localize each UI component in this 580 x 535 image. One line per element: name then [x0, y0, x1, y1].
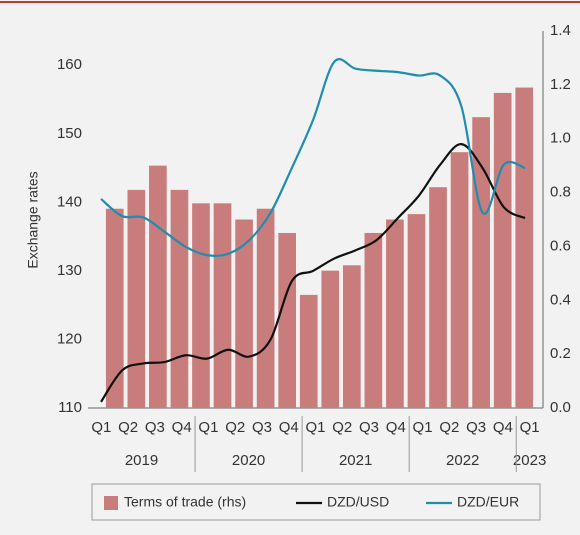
legend-label: Terms of trade (rhs): [124, 494, 246, 510]
x-tick-label: Q2: [225, 419, 245, 436]
x-tick-label: Q2: [332, 419, 352, 436]
x-tick-label: Q4: [386, 419, 406, 436]
line: [100, 58, 526, 257]
x-tick-label: Q1: [520, 419, 540, 436]
y-tick-label: 110: [58, 399, 82, 416]
y2-tick-label: 0.4: [550, 291, 571, 308]
x-tick-label: Q4: [172, 419, 192, 436]
bar: [472, 117, 490, 409]
x-tick-label: Q1: [91, 419, 111, 436]
bar: [407, 214, 426, 408]
bar: [386, 219, 404, 408]
year-label: 2021: [339, 452, 372, 469]
bar: [149, 165, 167, 408]
x-tick-label: Q2: [439, 419, 459, 436]
y-tick-label: 160: [57, 56, 82, 73]
y2-tick-label: 0.8: [550, 184, 571, 201]
bar: [192, 203, 210, 408]
legend-label: DZD/USD: [327, 494, 389, 510]
y-tick-label: 120: [57, 330, 82, 347]
x-tick-label: Q1: [198, 419, 218, 436]
bar: [321, 270, 340, 408]
bar: [450, 152, 469, 408]
bar: [493, 92, 512, 408]
y2-tick-label: 0.0: [550, 399, 571, 416]
year-label: 2022: [446, 452, 479, 469]
x-tick-label: Q4: [493, 419, 513, 436]
bar: [299, 294, 318, 408]
y2-tick-label: 0.6: [550, 237, 571, 254]
x-tick-label: Q3: [252, 419, 272, 436]
x-tick-label: Q1: [305, 419, 325, 436]
y2-tick-label: 1.4: [550, 22, 571, 39]
bar: [364, 232, 383, 408]
x-tick-label: Q2: [118, 419, 138, 436]
y2-tick-label: 0.2: [550, 345, 571, 362]
bar: [105, 208, 124, 408]
line: [100, 143, 526, 403]
y2-tick-label: 1.2: [550, 76, 571, 93]
x-tick-label: Q4: [279, 419, 299, 436]
bar: [127, 189, 146, 408]
bar: [429, 187, 447, 408]
bar: [342, 265, 361, 408]
x-tick-label: Q3: [359, 419, 379, 436]
year-label: 2023: [513, 452, 546, 469]
x-tick-label: Q1: [413, 419, 433, 436]
bar: [170, 189, 189, 408]
y-tick-label: 130: [57, 262, 82, 279]
legend-box: [91, 483, 541, 521]
legend-label: DZD/EUR: [457, 494, 519, 510]
y-tick-label: 140: [57, 193, 82, 210]
year-label: 2019: [125, 452, 158, 469]
y2-tick-label: 1.0: [550, 130, 571, 147]
bar: [235, 219, 253, 408]
bar: [256, 208, 275, 408]
legend-swatch: [104, 496, 118, 510]
bar: [278, 232, 297, 408]
x-tick-label: Q3: [145, 419, 165, 436]
y-tick-label: 150: [57, 125, 82, 142]
year-label: 2020: [232, 452, 265, 469]
y-axis-label: Exchange rates: [25, 171, 41, 268]
bar: [213, 203, 232, 408]
x-tick-label: Q3: [466, 419, 486, 436]
bar: [515, 87, 534, 409]
